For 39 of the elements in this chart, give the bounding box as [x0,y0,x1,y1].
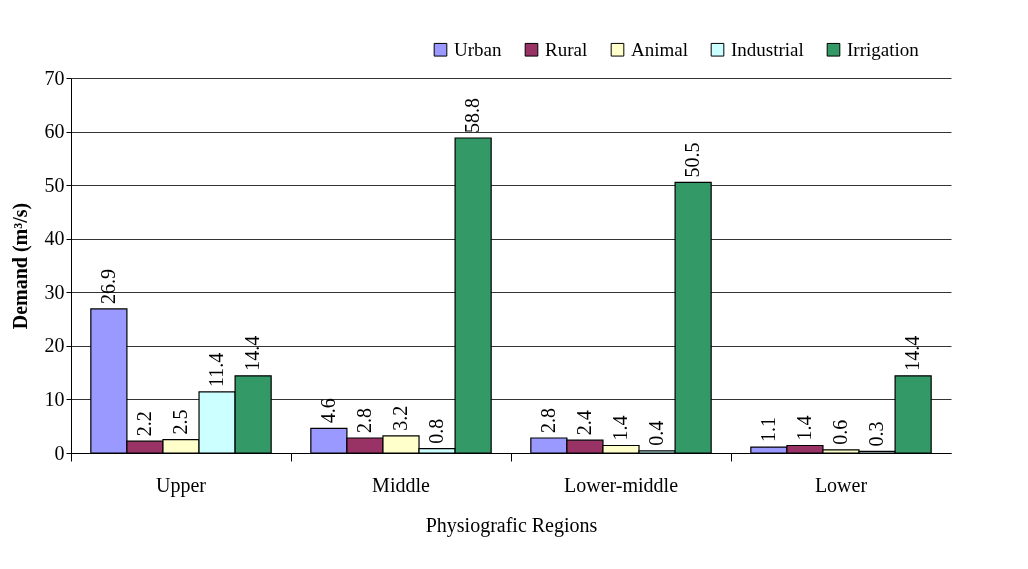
data-label: 0.8 [425,418,448,444]
y-tick-label: 20 [44,334,65,357]
data-label: 4.6 [316,398,339,424]
data-label: 1.1 [756,417,779,443]
data-label: 26.9 [96,268,119,304]
data-label: 58.8 [461,98,484,133]
legend-label: Industrial [731,38,804,60]
x-tick-label: Middle [372,473,431,496]
data-label: 11.4 [205,352,228,387]
x-tick-label: Lower-middle [563,473,679,496]
legend-label: Irrigation [847,38,920,60]
data-label: 14.4 [901,335,924,371]
legend-label: Urban [454,38,502,60]
y-tick-label: 40 [44,227,65,250]
y-tick-label: 60 [44,120,65,143]
data-label: 3.2 [389,405,411,431]
y-tick-label: 10 [44,387,65,410]
data-label: 2.8 [352,408,375,433]
data-label: 2.4 [572,410,595,436]
y-tick-label: 30 [44,280,65,303]
x-tick-label: Upper [156,473,207,497]
y-tick-label: 70 [44,66,65,89]
x-axis-title: Physiografic Regions [425,513,598,537]
data-label: 0.3 [865,421,888,447]
y-tick-label: 50 [44,173,65,196]
legend-label: Animal [631,38,688,60]
data-label: 14.4 [241,335,264,371]
data-label: 0.6 [829,419,851,445]
data-label: 2.2 [132,411,155,437]
legend-label: Rural [545,38,588,60]
data-label: 50.5 [681,142,704,178]
data-label: 0.4 [645,420,668,446]
y-tick-label: 0 [54,441,65,464]
data-label: 1.4 [792,415,815,441]
data-label: 1.4 [609,415,631,441]
data-label: 2.8 [536,408,559,433]
y-axis-title: Demand (m³/s) [8,202,32,330]
x-tick-label: Lower [814,473,868,496]
data-label: 2.5 [169,409,191,435]
